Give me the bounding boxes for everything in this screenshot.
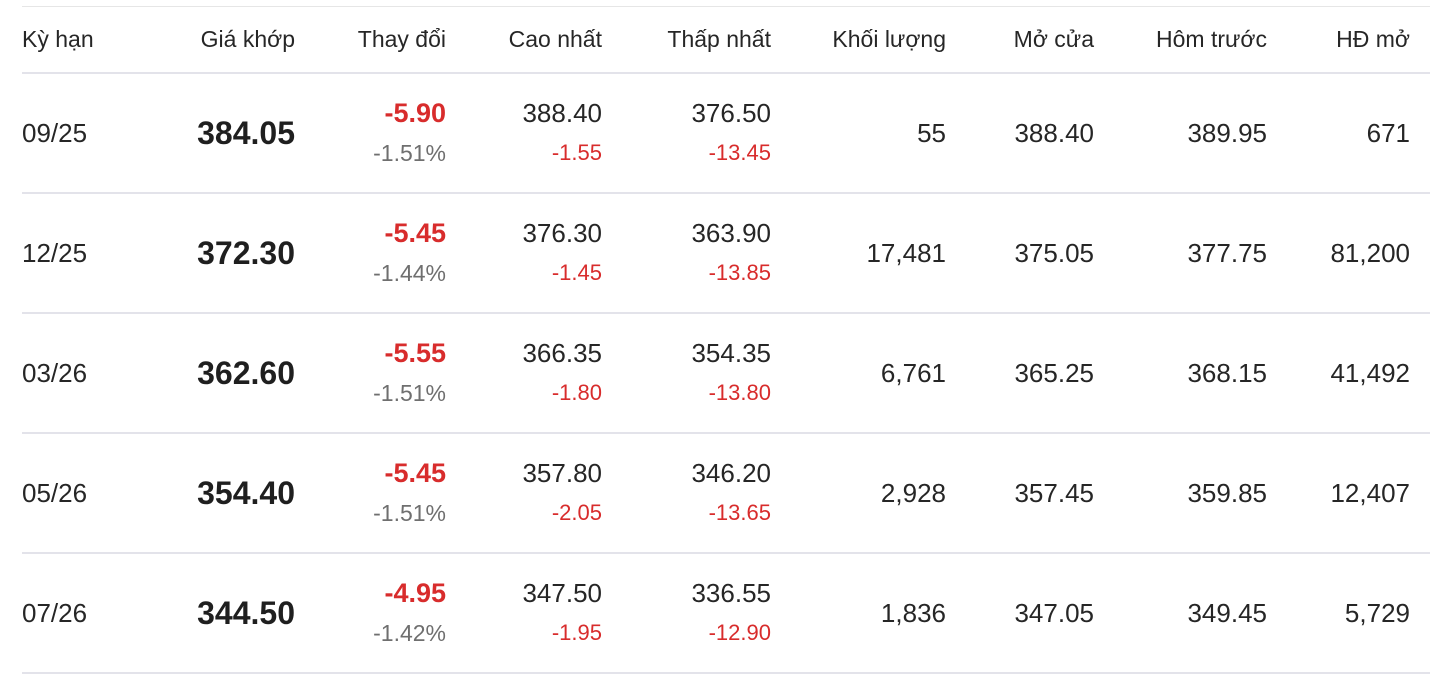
change-cell: -5.90 -1.51%	[295, 93, 446, 173]
price-cell: 362.60	[197, 354, 295, 391]
low-value: 336.55	[691, 578, 771, 608]
high-cell: 376.30 -1.45	[446, 213, 602, 293]
low-cell: 346.20 -13.65	[602, 453, 771, 533]
table-row[interactable]: 03/26 362.60 -5.55 -1.51% 366.35 -1.80 3…	[22, 314, 1430, 434]
open-cell: 388.40	[1014, 117, 1094, 148]
high-value: 376.30	[522, 218, 602, 248]
open-interest-cell: 81,200	[1330, 237, 1410, 268]
change-cell: -4.95 -1.42%	[295, 573, 446, 653]
low-diff: -13.45	[708, 140, 771, 165]
change-cell: -5.55 -1.51%	[295, 333, 446, 413]
low-cell: 376.50 -13.45	[602, 93, 771, 173]
change-percent: -1.51%	[373, 500, 446, 526]
open-interest-cell: 12,407	[1330, 477, 1410, 508]
change-percent: -1.51%	[373, 380, 446, 406]
high-diff: -1.80	[551, 380, 602, 405]
high-cell: 366.35 -1.80	[446, 333, 602, 413]
change-value: -5.45	[384, 218, 446, 248]
price-cell: 372.30	[197, 234, 295, 271]
low-diff: -13.85	[708, 260, 771, 285]
header-change[interactable]: Thay đổi	[357, 26, 446, 52]
high-value: 366.35	[522, 338, 602, 368]
prev-cell: 389.95	[1187, 117, 1267, 148]
header-open-interest[interactable]: HĐ mở	[1336, 26, 1410, 52]
price-cell: 354.40	[197, 474, 295, 511]
prev-cell: 377.75	[1187, 237, 1267, 268]
low-diff: -12.90	[708, 620, 771, 645]
open-cell: 365.25	[1014, 357, 1094, 388]
open-interest-cell: 671	[1366, 117, 1410, 148]
volume-cell: 1,836	[880, 597, 946, 628]
high-cell: 347.50 -1.95	[446, 573, 602, 653]
change-percent: -1.51%	[373, 140, 446, 166]
volume-cell: 6,761	[880, 357, 946, 388]
term-cell: 12/25	[22, 237, 88, 268]
high-diff: -1.95	[551, 620, 602, 645]
change-value: -4.95	[384, 578, 446, 608]
open-cell: 357.45	[1014, 477, 1094, 508]
high-diff: -2.05	[551, 500, 602, 525]
high-value: 388.40	[522, 98, 602, 128]
table-row[interactable]: 12/25 372.30 -5.45 -1.44% 376.30 -1.45 3…	[22, 194, 1430, 314]
volume-cell: 2,928	[880, 477, 946, 508]
header-low[interactable]: Thấp nhất	[667, 26, 771, 52]
high-cell: 357.80 -2.05	[446, 453, 602, 533]
prev-cell: 368.15	[1187, 357, 1267, 388]
price-cell: 344.50	[197, 594, 295, 631]
low-value: 376.50	[691, 98, 771, 128]
header-high[interactable]: Cao nhất	[508, 26, 602, 52]
header-volume[interactable]: Khối lượng	[832, 26, 946, 52]
prev-cell: 349.45	[1187, 597, 1267, 628]
table-header-row: Kỳ hạn Giá khớp Thay đổi Cao nhất Thấp n…	[22, 7, 1430, 74]
high-value: 357.80	[522, 458, 602, 488]
high-cell: 388.40 -1.55	[446, 93, 602, 173]
change-value: -5.55	[384, 338, 446, 368]
header-prev[interactable]: Hôm trước	[1156, 26, 1267, 52]
term-cell: 07/26	[22, 597, 88, 628]
price-cell: 384.05	[197, 114, 295, 151]
change-cell: -5.45 -1.44%	[295, 213, 446, 293]
open-cell: 375.05	[1014, 237, 1094, 268]
open-interest-cell: 41,492	[1330, 357, 1410, 388]
change-percent: -1.42%	[373, 620, 446, 646]
table-row[interactable]: 05/26 354.40 -5.45 -1.51% 357.80 -2.05 3…	[22, 434, 1430, 554]
high-diff: -1.55	[551, 140, 602, 165]
volume-cell: 17,481	[866, 237, 946, 268]
high-diff: -1.45	[551, 260, 602, 285]
header-price[interactable]: Giá khớp	[200, 26, 295, 52]
low-diff: -13.65	[708, 500, 771, 525]
header-open[interactable]: Mở cửa	[1013, 26, 1094, 52]
table-row[interactable]: 09/25 384.05 -5.90 -1.51% 388.40 -1.55 3…	[22, 74, 1430, 194]
change-value: -5.90	[384, 98, 446, 128]
low-diff: -13.80	[708, 380, 771, 405]
term-cell: 09/25	[22, 117, 88, 148]
change-value: -5.45	[384, 458, 446, 488]
low-cell: 336.55 -12.90	[602, 573, 771, 653]
change-percent: -1.44%	[373, 260, 446, 286]
prev-cell: 359.85	[1187, 477, 1267, 508]
open-cell: 347.05	[1014, 597, 1094, 628]
header-term[interactable]: Kỳ hạn	[22, 26, 94, 52]
low-cell: 354.35 -13.80	[602, 333, 771, 413]
low-value: 363.90	[691, 218, 771, 248]
open-interest-cell: 5,729	[1344, 597, 1410, 628]
low-value: 346.20	[691, 458, 771, 488]
low-value: 354.35	[691, 338, 771, 368]
change-cell: -5.45 -1.51%	[295, 453, 446, 533]
futures-table: Kỳ hạn Giá khớp Thay đổi Cao nhất Thấp n…	[22, 6, 1430, 674]
volume-cell: 55	[917, 117, 946, 148]
high-value: 347.50	[522, 578, 602, 608]
low-cell: 363.90 -13.85	[602, 213, 771, 293]
table-row[interactable]: 07/26 344.50 -4.95 -1.42% 347.50 -1.95 3…	[22, 554, 1430, 674]
term-cell: 05/26	[22, 477, 88, 508]
term-cell: 03/26	[22, 357, 88, 388]
